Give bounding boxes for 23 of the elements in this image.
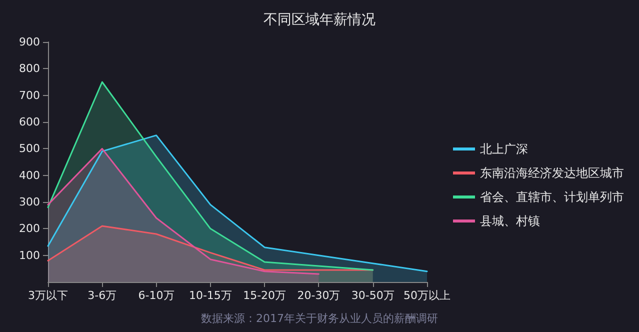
x-tick-label: 3万以下 — [28, 289, 68, 302]
chart-title: 不同区域年薪情况 — [264, 12, 376, 28]
legend-label: 省会、直辖市、计划单列市 — [480, 190, 624, 204]
x-tick-label: 50万以上 — [404, 289, 450, 302]
y-tick-label: 500 — [19, 142, 40, 156]
y-tick-label: 100 — [19, 248, 40, 262]
source-note: 数据来源：2017年关于财务从业人员的薪酬调研 — [201, 312, 438, 325]
y-tick-label: 200 — [19, 222, 40, 236]
y-tick-label: 300 — [19, 196, 40, 208]
legend-label: 县城、村镇 — [480, 214, 540, 228]
x-tick-label: 20-30万 — [297, 289, 340, 302]
y-tick-label: 700 — [19, 88, 40, 102]
legend-label: 北上广深 — [480, 142, 528, 156]
legend-label: 东南沿海经济发达地区城市 — [480, 166, 624, 180]
y-tick-label: 400 — [19, 168, 40, 182]
y-tick-label: 900 — [19, 36, 40, 48]
y-tick-label: 600 — [19, 116, 40, 128]
y-tick-label: 800 — [19, 62, 40, 76]
x-tick-label: 30-50万 — [351, 289, 394, 302]
x-tick-label: 3-6万 — [88, 289, 117, 302]
x-tick-label: 10-15万 — [188, 289, 232, 302]
x-tick-label: 6-10万 — [138, 289, 174, 302]
x-tick-label: 15-20万 — [243, 289, 286, 302]
